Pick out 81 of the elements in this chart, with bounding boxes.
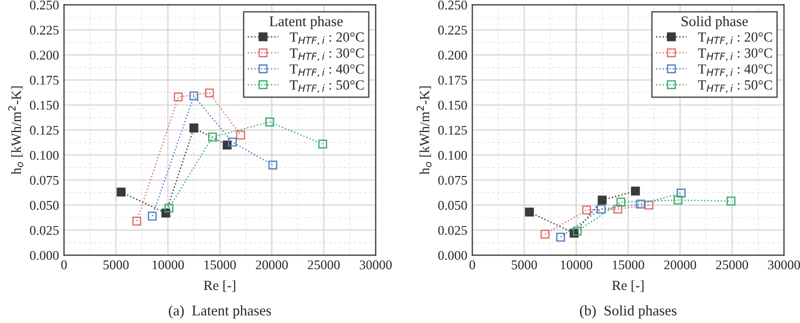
point <box>582 206 592 215</box>
x-tick-label: 30000 <box>360 260 392 270</box>
point <box>268 160 278 170</box>
point <box>318 140 328 148</box>
y-tick-label: 0.075 <box>438 176 467 185</box>
point <box>598 196 607 205</box>
x-tick-label: 30000 <box>768 260 800 270</box>
x-axis-title: Re [-] <box>204 280 236 292</box>
y-tick-label: 0.000 <box>30 250 59 260</box>
point <box>132 216 142 226</box>
y-tick-label: 0.150 <box>438 100 467 110</box>
point <box>208 132 218 142</box>
text: (b) Solid phases <box>580 305 676 318</box>
legend-title: Latent phase <box>270 16 343 30</box>
x-axis-title: Re [-] <box>612 280 644 292</box>
y-tick-label: 0.175 <box>438 76 467 85</box>
x-tick-label: 5000 <box>104 260 129 270</box>
point <box>189 92 198 100</box>
legend-label: T$_{HTF,i}$ : 40°C <box>290 64 364 77</box>
point <box>228 138 237 146</box>
legend-label: T$_{HTF,i}$ : 50°C <box>698 80 772 93</box>
legend-label: T$_{HTF,i}$ : 20°C <box>290 32 364 46</box>
text: (a) Latent phases <box>168 305 271 318</box>
y-tick-label: 0.125 <box>438 126 467 135</box>
legend-label: T$_{HTF,i}$ : 40°C <box>698 64 772 77</box>
x-tick-label: 20000 <box>256 260 288 270</box>
x-tick-label: 25000 <box>716 260 748 270</box>
y-tick-label: 0.200 <box>30 50 59 60</box>
y-tick-label: 0.250 <box>30 0 59 10</box>
point <box>674 196 682 205</box>
y-tick-label: 0.025 <box>30 226 59 235</box>
x-tick-label: 20000 <box>664 260 696 270</box>
y-tick-label: 0.175 <box>30 76 59 85</box>
point <box>596 204 606 214</box>
x-tick-label: 15000 <box>204 260 236 270</box>
point <box>726 196 736 206</box>
point <box>636 200 646 209</box>
x-tick-label: 15000 <box>612 260 644 270</box>
y-tick-label: 0.225 <box>30 26 59 35</box>
point <box>630 186 640 196</box>
point <box>556 232 566 242</box>
point <box>676 188 686 198</box>
point <box>525 208 534 217</box>
x-tick-label: 0 <box>470 260 476 270</box>
legend-title: Solid phase <box>682 16 748 30</box>
point <box>174 92 183 102</box>
y-tick-label: 0.250 <box>438 0 467 10</box>
y-tick-label: 0.075 <box>30 176 59 185</box>
y-axis-title: h$_{o}$ [kWh/m$^{2}$-K] <box>416 86 432 174</box>
x-tick-label: 5000 <box>512 260 537 270</box>
point <box>572 226 582 236</box>
point <box>148 212 157 221</box>
point <box>265 118 274 126</box>
legend-label: T$_{HTF,i}$ : 30°C <box>290 48 364 61</box>
point <box>236 130 246 140</box>
y-tick-label: 0.050 <box>30 200 59 210</box>
y-tick-label: 0.100 <box>30 150 59 160</box>
y-tick-label: 0.050 <box>438 200 467 210</box>
point <box>205 88 214 98</box>
y-tick-label: 0.025 <box>438 226 467 235</box>
x-tick-label: 10000 <box>560 260 592 270</box>
point <box>540 230 550 239</box>
y-tick-label: 0.125 <box>30 126 59 135</box>
point <box>116 188 126 197</box>
legend-label: T$_{HTF,i}$ : 30°C <box>698 48 772 61</box>
point <box>613 204 622 214</box>
x-tick-label: 10000 <box>152 260 184 270</box>
legend-label: T$_{HTF,i}$ : 20°C <box>698 32 772 46</box>
y-tick-label: 0.100 <box>438 150 467 160</box>
y-tick-label: 0.200 <box>438 50 467 60</box>
y-axis-title: h$_{o}$ [kWh/m$^{2}$-K] <box>8 86 24 174</box>
y-tick-label: 0.000 <box>438 250 467 260</box>
point <box>644 200 654 210</box>
point <box>164 204 174 213</box>
x-tick-label: 0 <box>61 260 67 270</box>
y-tick-label: 0.150 <box>30 100 59 110</box>
x-tick-label: 25000 <box>308 260 340 270</box>
point <box>189 124 198 132</box>
y-tick-label: 0.225 <box>438 26 467 35</box>
legend-label: T$_{HTF,i}$ : 50°C <box>290 80 364 93</box>
point <box>616 198 626 207</box>
